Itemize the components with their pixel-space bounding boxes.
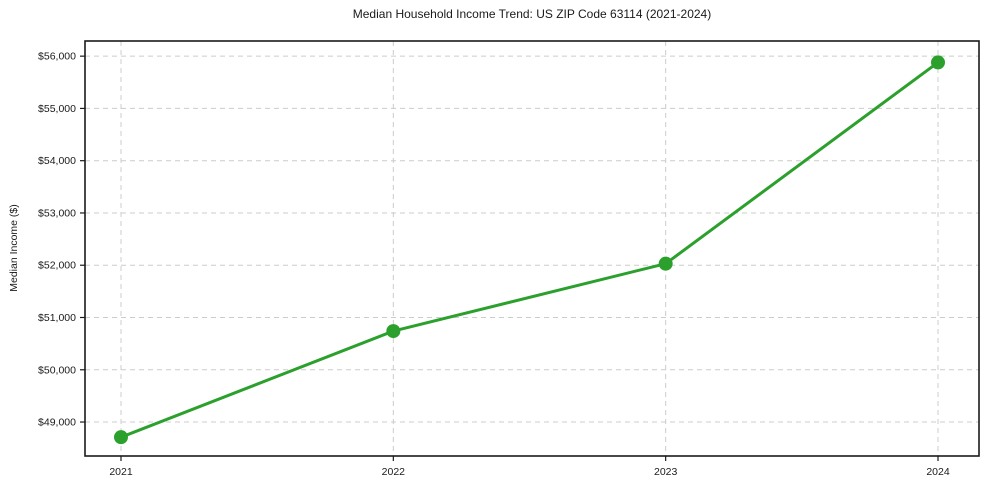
y-axis-label: Median Income ($): [8, 204, 20, 292]
data-point-2021: [114, 430, 128, 445]
y-tick-label: $51,000: [38, 312, 76, 324]
x-tick-label: 2023: [654, 466, 678, 478]
y-tick-label: $49,000: [38, 417, 76, 429]
data-point-2024: [931, 55, 945, 70]
plot-border: [84, 40, 980, 457]
y-tick-label: $55,000: [38, 103, 76, 115]
x-tick-label: 2021: [109, 466, 133, 478]
data-point-2023: [658, 256, 673, 271]
y-tick-label: $52,000: [38, 260, 76, 272]
x-tick-label: 2024: [926, 466, 950, 478]
trend-line: [119, 60, 940, 439]
y-tick-label: $56,000: [38, 51, 76, 63]
chart-title: Median Household Income Trend: US ZIP Co…: [352, 7, 712, 21]
y-tick-label: $53,000: [38, 207, 76, 219]
y-tick-label: $50,000: [38, 364, 76, 376]
data-point-2022: [386, 324, 401, 339]
y-tick-label: $54,000: [38, 155, 76, 167]
x-tick-label: 2022: [382, 466, 406, 478]
